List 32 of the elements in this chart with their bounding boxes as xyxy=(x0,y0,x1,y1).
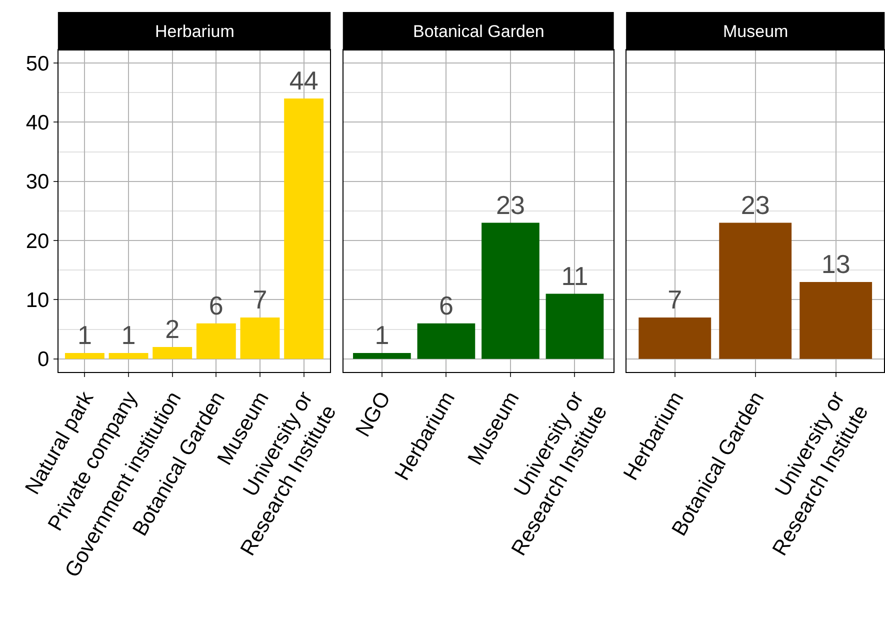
y-tick-label: 0 xyxy=(38,348,50,372)
bar xyxy=(196,323,236,359)
bar xyxy=(64,352,104,359)
bar xyxy=(417,323,476,359)
y-tick-label: 50 xyxy=(26,52,50,76)
data-label: 1 xyxy=(121,320,136,350)
data-label: 1 xyxy=(77,320,92,350)
chart-title: Botanical Garden xyxy=(413,22,544,41)
y-tick-label: 10 xyxy=(26,289,50,312)
chart-title: Herbarium xyxy=(155,22,234,41)
data-label: 6 xyxy=(208,290,224,320)
data-label: 6 xyxy=(438,290,454,320)
data-label: 23 xyxy=(740,190,770,220)
data-label: 7 xyxy=(252,284,268,314)
y-tick-label: 30 xyxy=(26,170,50,194)
data-label: 11 xyxy=(561,260,588,291)
data-label: 44 xyxy=(289,66,318,96)
data-label: 7 xyxy=(668,284,682,314)
data-label: 2 xyxy=(165,314,180,344)
y-tick-label: 20 xyxy=(26,230,50,253)
data-label: 1 xyxy=(374,320,390,350)
bar xyxy=(482,222,540,359)
bar xyxy=(152,347,192,359)
bar xyxy=(546,294,604,359)
bar xyxy=(108,352,148,359)
data-label: 23 xyxy=(496,190,525,220)
bar xyxy=(284,98,324,359)
data-label: 13 xyxy=(821,248,850,279)
bar xyxy=(353,352,411,359)
chart-title: Museum xyxy=(723,22,788,41)
bar xyxy=(240,317,280,359)
y-tick-label: 40 xyxy=(26,112,50,135)
